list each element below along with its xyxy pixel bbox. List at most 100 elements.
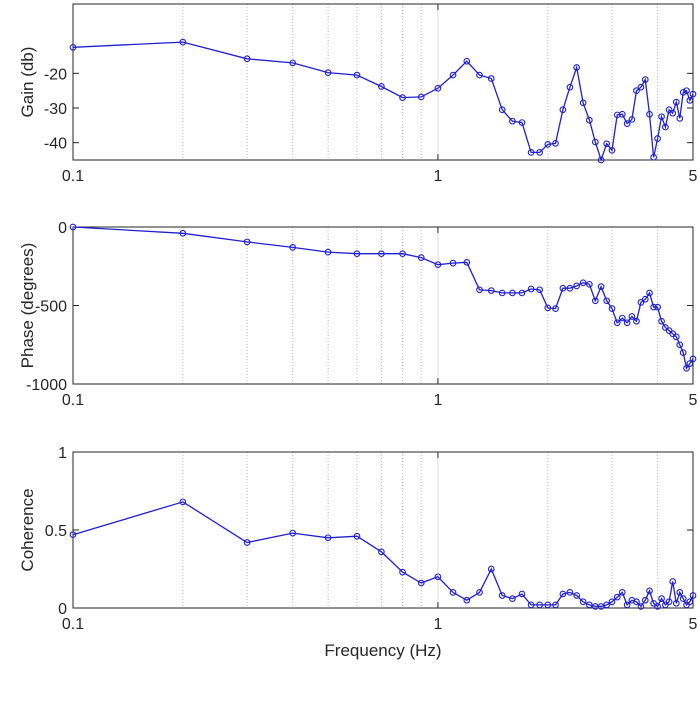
phase-series-line (72, 226, 694, 370)
gain-data-point (434, 84, 442, 92)
phase-data-point (487, 287, 495, 294)
coherence-axes-box (72, 451, 694, 609)
phase-data-point (573, 282, 581, 290)
gain-data-point (463, 57, 471, 65)
coherence-data-point (179, 498, 187, 506)
gain-data-point (289, 59, 297, 67)
coherence-data-point (243, 539, 251, 546)
gain-data-point (498, 106, 506, 114)
coherence-data-point (559, 590, 567, 598)
phase-data-point (679, 349, 687, 356)
gain-data-point (591, 138, 599, 146)
phase-data-point (69, 223, 77, 231)
coherence-data-point (672, 599, 680, 607)
gain-data-point (544, 141, 552, 148)
coherence-data-point (476, 589, 483, 596)
phase-data-point (536, 286, 544, 294)
coherence-data-point (573, 592, 581, 599)
coherence-data-point (618, 589, 626, 596)
coherence-data-point (641, 596, 649, 604)
coherence-data-point (608, 598, 616, 606)
gain-data-point (650, 153, 657, 161)
gain-data-point (686, 97, 694, 104)
coherence-data-point (449, 589, 457, 596)
coherence-data-point (633, 598, 640, 606)
gain-data-point (179, 38, 187, 46)
gain-data-point (597, 156, 605, 164)
coherence-data-point (487, 565, 495, 573)
phase-data-point (637, 299, 645, 306)
gain-data-point (536, 149, 544, 156)
phase-data-point (618, 314, 626, 322)
gain-y-axis-label: Gain (db) (18, 47, 37, 118)
phase-xtick-label: 5 (689, 392, 698, 409)
gain-data-point (679, 89, 687, 96)
coherence-data-point (434, 573, 442, 581)
coherence-data-point (552, 601, 559, 609)
coherence-data-point (463, 596, 471, 604)
coherence-ytick-label: 0.5 (45, 523, 67, 540)
gain-data-point (628, 116, 636, 123)
gain-data-point (559, 106, 567, 114)
coherence-xtick-label: 0.1 (62, 616, 84, 633)
phase-data-point (641, 295, 649, 303)
phase-data-point (603, 297, 611, 305)
phase-y-axis-label: Phase (degrees) (18, 243, 37, 369)
coherence-data-point (399, 568, 406, 576)
phase-data (69, 223, 697, 372)
coherence-data-point (654, 603, 661, 610)
subplots: 0.1 1 5 -40 -30 -20 Gain (db) 0.1 1 5 -1000 -500 0 Ph… (18, 3, 698, 633)
phase-data-point (527, 285, 535, 293)
phase-data-point (353, 250, 361, 258)
phase-data-point (676, 341, 684, 349)
gain-data-point (487, 75, 495, 82)
gain-data-point (69, 43, 77, 51)
coherence-data-point (518, 590, 526, 598)
coherence-data-point (586, 601, 593, 609)
coherence-data-point (544, 601, 552, 609)
coherence-panel: 0.1 1 5 0 0.5 1 Coherence (18, 445, 698, 633)
gain-data-point (633, 87, 640, 95)
phase-data-point (476, 286, 483, 294)
coherence-y-axis-label: Coherence (18, 488, 37, 571)
gain-data-point (449, 71, 457, 79)
phase-data-point (566, 284, 574, 292)
phase-data-point (608, 305, 616, 312)
phase-data-point (672, 333, 680, 341)
phase-panel: 0.1 1 5 -1000 -500 0 Phase (degrees) (18, 220, 698, 409)
phase-data-point (498, 289, 506, 297)
coherence-data-point (509, 595, 516, 602)
gain-xtick-label: 1 (433, 168, 442, 185)
phase-data-point (686, 360, 694, 367)
gain-data-point (672, 98, 680, 106)
gain-data-point (662, 123, 669, 131)
coherence-data-point (679, 595, 687, 602)
coherence-data-point (623, 601, 631, 609)
coherence-data-point (686, 598, 694, 606)
phase-ytick-label: -1000 (26, 377, 67, 394)
phase-data-point (579, 279, 587, 287)
gain-data-point (603, 140, 611, 148)
phase-data-point (597, 283, 605, 291)
phase-ytick-label: 0 (58, 220, 67, 237)
phase-data-point (613, 319, 621, 327)
gain-data-point (637, 83, 645, 91)
gain-data-point (654, 135, 661, 142)
phase-data-point (650, 303, 657, 311)
gain-data-point (618, 110, 626, 118)
phase-data-point (683, 364, 690, 372)
coherence-ytick-label: 0 (58, 601, 67, 618)
gain-data-point (676, 115, 684, 122)
gain-data-point (566, 83, 574, 91)
gain-data-point (608, 146, 616, 154)
phase-data-point (689, 355, 697, 363)
coherence-data-point (289, 529, 297, 537)
coherence-ytick-label: 1 (58, 445, 67, 462)
coherence-data-point (658, 595, 665, 602)
gain-data-point (669, 109, 677, 117)
phase-data-point (518, 289, 526, 297)
coherence-data-point (378, 548, 385, 556)
gain-axes-box (72, 3, 694, 161)
phase-data-point (378, 250, 385, 258)
phase-data-point (399, 250, 406, 258)
